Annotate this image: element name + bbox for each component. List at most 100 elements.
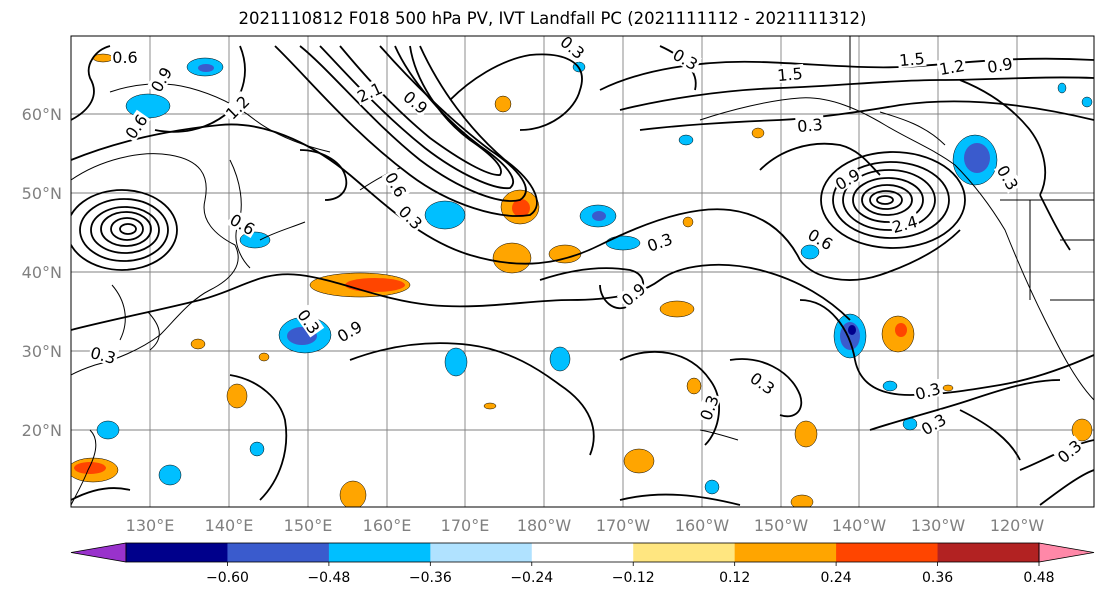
anomaly-patch <box>623 448 655 474</box>
contour-line <box>339 45 502 176</box>
contour-line <box>319 45 515 189</box>
contour-label: 1.5 <box>776 64 803 85</box>
contour-label: 0.3 <box>746 369 778 399</box>
colorbar-segment <box>633 543 736 562</box>
anomaly-patch <box>198 64 214 72</box>
contour-line <box>349 342 595 456</box>
colorbar-tick-label: −0.48 <box>307 570 350 586</box>
contour-label: 0.9 <box>986 54 1014 77</box>
anomaly-patch <box>678 134 694 146</box>
contour-line <box>71 487 131 501</box>
longitude-labels: 130°E 140°E 150°E 160°E 170°E 180°W 170°W 160°W… <box>126 516 1045 535</box>
anomaly-patch <box>345 278 405 292</box>
colorbar-segment <box>328 543 431 562</box>
contour-label: 0.6 <box>112 48 137 67</box>
contour-label: 0.3 <box>993 162 1022 194</box>
coastlines <box>71 36 1094 506</box>
contour-line <box>861 184 913 216</box>
pv-contours <box>71 45 1094 506</box>
map-title: 2021110812 F018 500 hPa PV, IVT Landfall… <box>238 9 867 28</box>
contour-line <box>449 53 583 131</box>
latitude-tick-label: 20°N <box>22 421 62 440</box>
anomaly-patch <box>424 200 466 230</box>
colorbar-segment <box>531 543 634 562</box>
longitude-tick-label: 170°W <box>596 516 651 535</box>
colorbar-segment <box>734 543 837 562</box>
anomaly-patch <box>942 384 954 392</box>
contour-line <box>619 493 741 506</box>
contour-label: 1.2 <box>222 92 253 123</box>
contour-line <box>71 123 961 281</box>
longitude-tick-label: 140°E <box>205 516 254 535</box>
anomaly-patch <box>190 338 206 350</box>
contour-line <box>639 100 1094 131</box>
contour-line <box>959 409 1021 461</box>
colorbar-tick-label: −0.12 <box>612 570 655 586</box>
contour-label: 1.5 <box>898 49 925 70</box>
contour-line <box>539 267 645 310</box>
colorbar-tick-label: 0.36 <box>922 570 953 586</box>
colorbar-segment <box>937 543 1040 562</box>
latitude-labels: 60°N 50°N 40°N 30°N 20°N <box>22 105 62 440</box>
colorbar-tick-label: 0.48 <box>1023 570 1054 586</box>
contour-label: 0.6 <box>381 169 410 201</box>
longitude-tick-label: 150°W <box>754 516 809 535</box>
contour-line <box>619 76 1094 111</box>
anomaly-patch <box>249 441 265 457</box>
anomaly-patch <box>1081 96 1093 108</box>
colorbar-tick-label: −0.36 <box>409 570 452 586</box>
contour-line <box>842 169 936 231</box>
contour-line <box>876 195 894 205</box>
longitude-tick-label: 150°E <box>284 516 333 535</box>
longitude-tick-label: 170°E <box>441 516 490 535</box>
contour-label: 0.3 <box>395 202 426 233</box>
anomaly-patch <box>549 346 571 372</box>
contour-label: 0.9 <box>147 64 176 96</box>
contour-line <box>729 358 803 418</box>
colorbar-extend-min <box>70 542 127 563</box>
anomaly-patch <box>492 242 532 274</box>
anomaly-patch <box>74 462 106 474</box>
contour-line <box>820 151 966 249</box>
contour-label: 1.2 <box>938 56 966 79</box>
contour-label: 0.3 <box>88 343 118 368</box>
map-frame <box>70 35 1095 508</box>
contour-line <box>759 142 881 176</box>
pv-anomaly-shading <box>71 53 1093 507</box>
contour-line <box>1039 194 1071 251</box>
colorbar-segment <box>430 543 533 562</box>
contour-line <box>119 223 137 235</box>
anomaly-patch <box>494 95 512 113</box>
contour-line <box>90 206 160 254</box>
anomaly-patch <box>659 300 695 318</box>
anomaly-patch <box>444 347 468 377</box>
longitude-tick-label: 180°W <box>517 516 572 535</box>
contour-line <box>110 217 144 241</box>
anomaly-patch <box>848 325 856 335</box>
contour-label: 0.3 <box>796 115 823 136</box>
contour-line <box>799 299 1094 396</box>
anomaly-patch <box>751 127 765 139</box>
contour-label: 2.4 <box>890 212 920 237</box>
anomaly-patch <box>1057 82 1067 94</box>
colorbar-tick-label: −0.24 <box>510 570 553 586</box>
contour-line <box>869 379 1061 431</box>
contour-line <box>71 263 851 331</box>
anomaly-patch <box>96 420 120 440</box>
latitude-tick-label: 60°N <box>22 105 62 124</box>
anomaly-patch <box>800 244 820 260</box>
latitude-tick-label: 30°N <box>22 342 62 361</box>
contour-line <box>299 149 348 201</box>
contour-line <box>71 189 178 271</box>
contour-line <box>869 190 903 210</box>
anomaly-patch <box>1071 418 1093 442</box>
anomaly-patch <box>964 143 990 173</box>
contour-label: 0.9 <box>334 317 366 346</box>
contour-line <box>299 45 527 202</box>
contour-line <box>229 374 288 501</box>
contour-line <box>1039 469 1094 506</box>
colorbar-tick-label: 0.24 <box>821 570 852 586</box>
colorbar-segment <box>126 543 228 562</box>
contour-line <box>100 211 152 247</box>
